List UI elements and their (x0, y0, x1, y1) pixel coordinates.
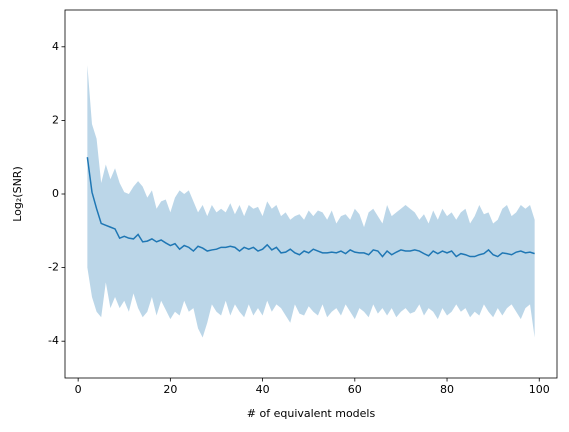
line (86, 157, 535, 258)
x-tick-label: 100 (529, 383, 550, 396)
y-tick-label: 2 (52, 113, 59, 126)
y-tick-label: 0 (52, 187, 59, 200)
x-tick-label: 80 (440, 383, 454, 396)
x-tick-label: 0 (75, 383, 82, 396)
y-tick-label: 4 (52, 40, 59, 53)
y-axis-label: Log₂(SNR) (11, 166, 24, 222)
band (87, 65, 535, 338)
x-tick-label: 40 (256, 383, 270, 396)
x-tick-label: 60 (348, 383, 362, 396)
x-axis-label: # of equivalent models (247, 407, 376, 420)
x-tick-label: 20 (163, 383, 177, 396)
y-tick-label: -4 (48, 334, 59, 347)
y-tick-label: -2 (48, 261, 59, 274)
